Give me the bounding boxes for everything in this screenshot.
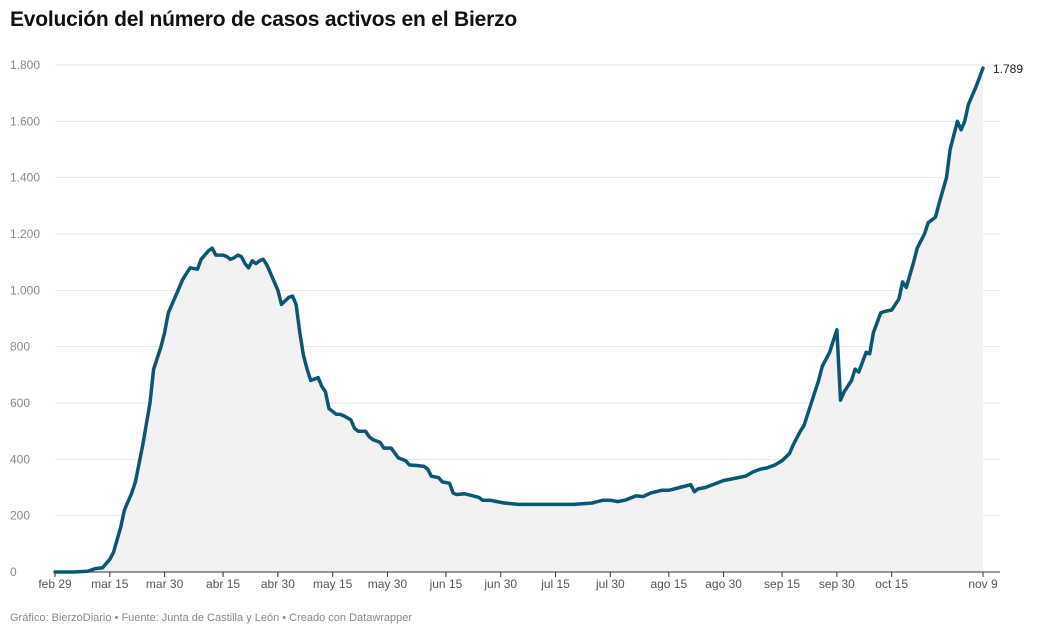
x-tick-label: jun 15 — [429, 577, 463, 591]
chart-footer: Gráfico: BierzoDiario • Fuente: Junta de… — [10, 612, 413, 624]
x-tick-label: mar 30 — [146, 577, 184, 591]
x-tick-label: jun 30 — [483, 577, 517, 591]
x-tick-label: jul 15 — [540, 577, 570, 591]
x-tick-label: nov 9 — [968, 577, 998, 591]
y-tick-label: 1.400 — [10, 171, 40, 185]
x-tick-label: sep 30 — [819, 577, 855, 591]
y-tick-label: 800 — [10, 340, 30, 354]
y-tick-label: 1.600 — [10, 114, 40, 128]
y-tick-label: 1.200 — [10, 227, 40, 241]
y-tick-label: 400 — [10, 452, 30, 466]
x-tick-label: may 15 — [313, 577, 353, 591]
y-tick-label: 200 — [10, 509, 30, 523]
x-tick-label: abr 30 — [261, 577, 295, 591]
x-tick-label: ago 30 — [705, 577, 742, 591]
x-tick-label: jul 30 — [595, 577, 625, 591]
y-tick-label: 1.000 — [10, 283, 40, 297]
series-line — [53, 66, 985, 574]
end-value-label: 1.789 — [993, 62, 1023, 76]
x-tick-label: ago 15 — [650, 577, 687, 591]
y-tick-label: 1.800 — [10, 58, 40, 72]
x-tick-label: oct 15 — [875, 577, 908, 591]
y-tick-label: 0 — [10, 565, 17, 579]
series-area — [55, 68, 983, 572]
chart-title: Evolución del número de casos activos en… — [10, 8, 517, 31]
x-tick-label: sep 15 — [764, 577, 800, 591]
x-tick-label: abr 15 — [206, 577, 240, 591]
x-tick-label: mar 15 — [91, 577, 129, 591]
x-tick-label: may 30 — [368, 577, 408, 591]
y-tick-label: 600 — [10, 396, 30, 410]
x-tick-label: feb 29 — [38, 577, 72, 591]
